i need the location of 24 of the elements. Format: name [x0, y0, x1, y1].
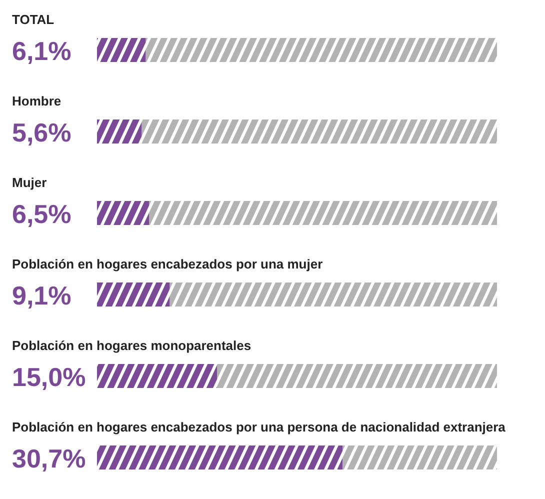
- y-tick-label: TOTAL: [12, 12, 54, 27]
- bar: [142, 120, 497, 144]
- bar: [97, 38, 146, 62]
- y-tick-label: Mujer: [12, 175, 47, 190]
- data-label: 15,0%: [12, 362, 86, 392]
- data-label: 30,7%: [12, 444, 86, 474]
- bar: [97, 446, 343, 470]
- y-tick-label: Población en hogares encabezados por una persona de nacionalidad extranjera: [12, 420, 506, 434]
- bar: [217, 364, 497, 388]
- bar: [97, 364, 217, 388]
- bar: [146, 38, 497, 62]
- bar: [97, 282, 170, 306]
- bar: [342, 446, 497, 470]
- y-tick-label: Hombre: [12, 94, 62, 108]
- data-label: 5,6%: [12, 118, 72, 148]
- bar: [97, 201, 149, 225]
- y-tick-label: Población en hogares encabezados por una mujer: [12, 256, 323, 272]
- data-label: 6,1%: [12, 36, 72, 66]
- bar: [149, 201, 497, 225]
- bar: [170, 282, 497, 306]
- bar: [97, 120, 142, 144]
- y-tick-label: Población en hogares monoparentales: [12, 338, 252, 353]
- data-label: 6,5%: [12, 199, 72, 229]
- data-label: 9,1%: [12, 280, 72, 310]
